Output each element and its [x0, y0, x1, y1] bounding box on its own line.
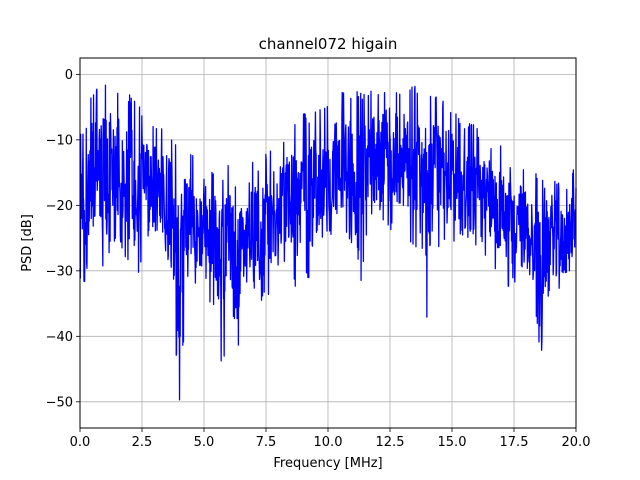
- x-tick-label: 0.0: [70, 435, 91, 450]
- y-tick-label: −20: [46, 199, 73, 214]
- y-tick-label: −50: [46, 395, 73, 410]
- series-layer: [79, 84, 577, 401]
- x-tick-label: 2.5: [132, 435, 153, 450]
- x-tick-label: 10.0: [314, 435, 343, 450]
- y-tick-label: −40: [46, 330, 73, 345]
- x-axis: 0.0 2.5 5.0 7.5 10.0 12.5 15.0 17.5 20.0: [70, 428, 591, 450]
- y-tick-label: −10: [46, 133, 73, 148]
- chart-title: channel072 higain: [259, 35, 398, 53]
- y-axis-label: PSD [dB]: [20, 214, 35, 272]
- y-tick-label: −30: [46, 264, 73, 279]
- x-axis-label: Frequency [MHz]: [273, 456, 382, 471]
- x-tick-label: 17.5: [500, 435, 529, 450]
- y-tick-label: 0: [65, 68, 73, 83]
- x-tick-label: 15.0: [438, 435, 467, 450]
- psd-trace-line: [79, 84, 577, 401]
- x-tick-label: 7.5: [256, 435, 277, 450]
- x-tick-label: 5.0: [194, 435, 215, 450]
- y-axis: 0 −10 −20 −30 −40 −50: [46, 68, 80, 410]
- x-tick-label: 20.0: [562, 435, 591, 450]
- x-tick-label: 12.5: [376, 435, 405, 450]
